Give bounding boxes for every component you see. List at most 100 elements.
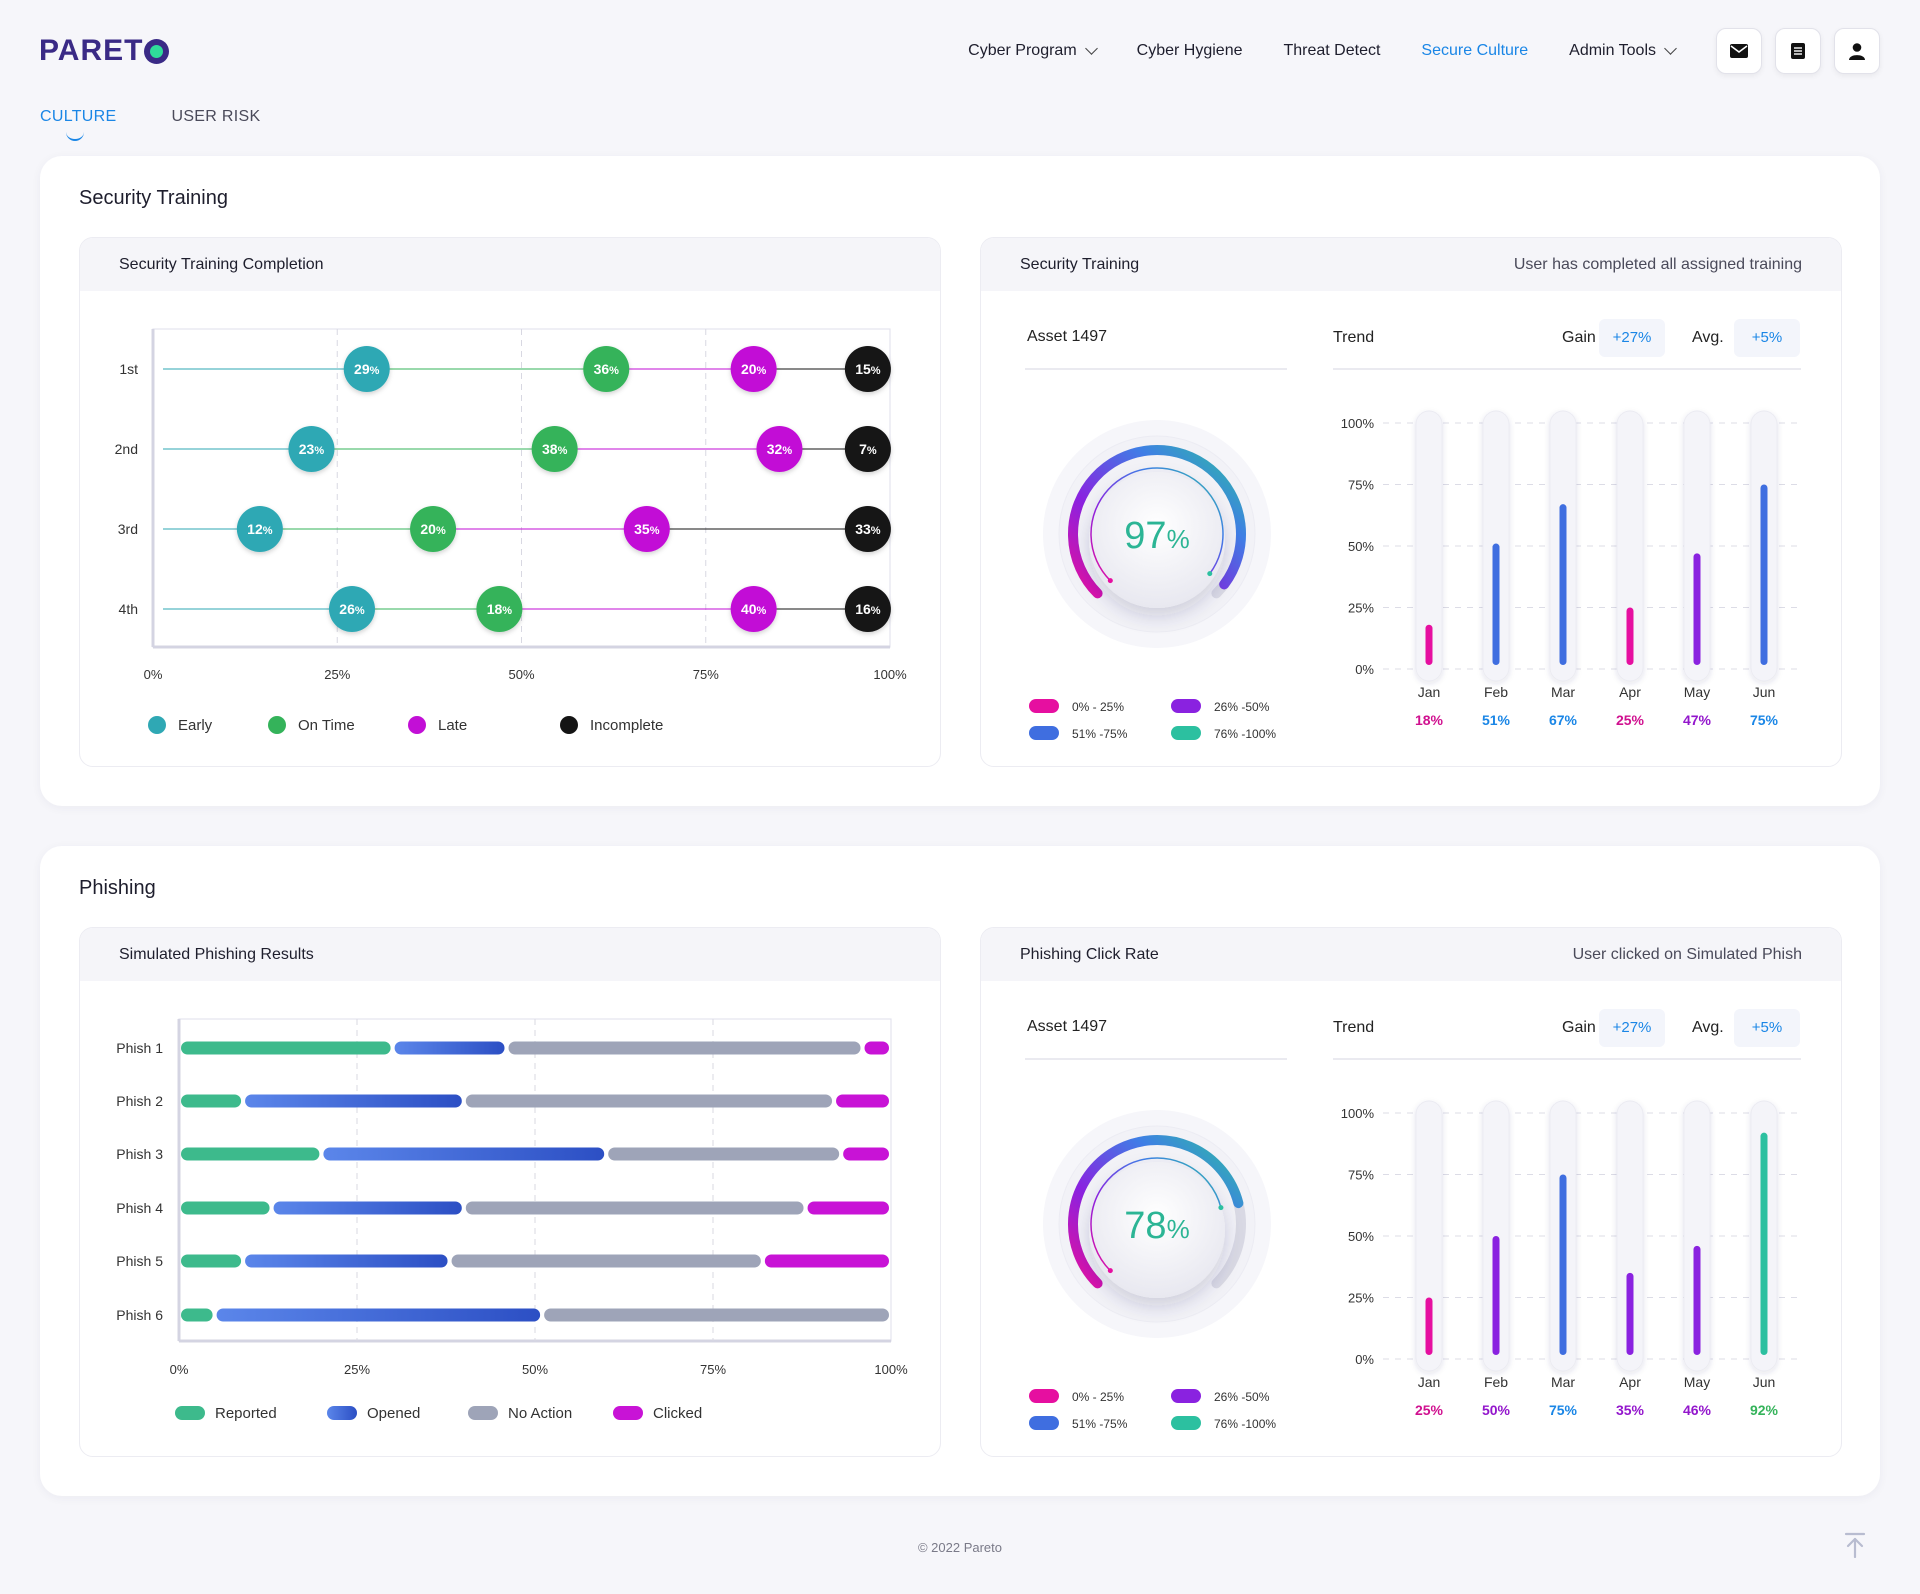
trend-bar: [1559, 504, 1567, 665]
y-tick-label: 50%: [1348, 1229, 1374, 1244]
avg-label: Avg.: [1692, 329, 1724, 346]
nav-cyber-hygiene[interactable]: Cyber Hygiene: [1137, 42, 1243, 60]
legend-label: Reported: [215, 1405, 277, 1422]
y-tick-label: Phish 1: [116, 1040, 163, 1056]
legend-label: 26% -50%: [1214, 700, 1270, 714]
tab-user-risk[interactable]: USER RISK: [171, 108, 261, 125]
card-title: Security Training: [1020, 255, 1140, 273]
gain-label: Gain: [1562, 329, 1596, 346]
card-title: Security Training Completion: [119, 255, 324, 273]
dot-incomplete: [844, 506, 891, 552]
y-tick-label: 4th: [119, 601, 138, 617]
top-bar: PARET Cyber Program Cyber Hygiene Threat…: [0, 0, 1920, 104]
dot-label: 38%: [542, 441, 568, 457]
nav-admin-tools[interactable]: Admin Tools: [1569, 42, 1677, 60]
footer-copyright: © 2022 Pareto: [917, 1540, 1003, 1555]
dot-on-time: [410, 506, 457, 552]
bar-segment-reported: [181, 1308, 213, 1322]
dot-on-time: [476, 586, 523, 632]
dot-label: 33%: [855, 521, 881, 537]
tab-culture[interactable]: CULTURE: [40, 108, 117, 141]
avg-label: Avg.: [1692, 1019, 1724, 1036]
y-tick-label: 75%: [1348, 478, 1374, 493]
gauge-inner-arc: [1090, 1157, 1222, 1272]
training-completion-chart: 0% 25% 50% 75% 100% 1st 29% 36% 20% 15% 2nd 23% 38% 3…: [115, 328, 907, 734]
trend-bar: [1693, 553, 1701, 665]
document-button[interactable]: [1775, 28, 1821, 74]
gauge-value: 97%: [1124, 515, 1189, 557]
trend-bar: [1425, 624, 1433, 665]
chevron-down-icon: [1084, 42, 1098, 55]
gauge-start-dot: [1107, 578, 1113, 584]
x-tick-label: 75%: [700, 1362, 726, 1377]
bar-segment-opened: [216, 1308, 541, 1322]
nav-threat-detect[interactable]: Threat Detect: [1283, 42, 1380, 60]
nav-label: Secure Culture: [1421, 42, 1529, 59]
main-nav: Cyber Program Cyber Hygiene Threat Detec…: [968, 42, 1677, 60]
nav-label: Threat Detect: [1283, 42, 1381, 59]
trend-bar-track: [1616, 410, 1644, 682]
pareto-logo[interactable]: PARET: [39, 34, 170, 68]
gauge-inner-arc: [1090, 467, 1224, 582]
bar-segment-clicked: [764, 1254, 889, 1268]
trend-bar-track: [1683, 1100, 1711, 1372]
legend-label: 51% -75%: [1072, 727, 1128, 741]
x-tick-label: 50%: [508, 667, 534, 682]
avg-pill: [1734, 319, 1800, 357]
x-tick-label: 75%: [693, 667, 719, 682]
bar-value-label: 51%: [1482, 712, 1511, 728]
x-tick-label: 0%: [144, 667, 163, 682]
bar-segment-no-action: [608, 1147, 840, 1161]
dot-early: [288, 426, 335, 472]
gauge-value: 78%: [1124, 1205, 1189, 1247]
trend-bar-track: [1683, 410, 1711, 682]
legend-swatch: [148, 716, 166, 734]
bar-segment-no-action: [508, 1041, 861, 1055]
avg-value: +5%: [1752, 1019, 1782, 1036]
gauge-knob: [1089, 1162, 1225, 1298]
user-button[interactable]: [1834, 28, 1880, 74]
trend-bar: [1559, 1174, 1567, 1355]
gain-pill: [1599, 319, 1665, 357]
security-training-section: Security Training Security Training Comp…: [40, 156, 1880, 806]
dot-label: 35%: [634, 521, 660, 537]
bar-segment-opened: [394, 1041, 505, 1055]
dot-early: [328, 586, 375, 632]
nav-secure-culture[interactable]: Secure Culture: [1421, 42, 1528, 60]
y-tick-label: 100%: [1341, 416, 1375, 431]
legend-swatch: [1029, 726, 1059, 740]
scroll-to-top-button[interactable]: [1844, 1532, 1866, 1563]
legend-swatch: [268, 716, 286, 734]
dot-early: [343, 346, 390, 392]
x-tick-label: 0%: [170, 1362, 189, 1377]
bar-value-label: 46%: [1683, 1402, 1712, 1418]
y-tick-label: Phish 6: [116, 1307, 163, 1323]
x-tick-label: Mar: [1551, 684, 1575, 700]
dot-incomplete: [844, 346, 891, 392]
legend-swatch: [560, 716, 578, 734]
bar-segment-clicked: [807, 1201, 889, 1215]
nav-cyber-program[interactable]: Cyber Program: [968, 42, 1098, 60]
card-header: Simulated Phishing Results: [80, 928, 940, 981]
x-tick-label: 100%: [873, 667, 907, 682]
card-title: Phishing Click Rate: [1020, 945, 1159, 963]
bar-segment-no-action: [465, 1201, 804, 1215]
legend-swatch: [175, 1406, 205, 1420]
trend-bar: [1425, 1297, 1433, 1355]
x-tick-label: 25%: [324, 667, 350, 682]
asset-label: Asset 1497: [1027, 328, 1107, 345]
trend-bar-track: [1415, 1100, 1443, 1372]
legend-label: Opened: [367, 1405, 420, 1422]
dot-label: 16%: [855, 601, 881, 617]
mail-button[interactable]: [1716, 28, 1762, 74]
x-tick-label: Jun: [1753, 684, 1776, 700]
nav-label: Cyber Hygiene: [1136, 42, 1243, 59]
x-tick-label: Jan: [1418, 1374, 1441, 1390]
dot-late: [730, 586, 777, 632]
legend-label: Late: [438, 717, 467, 734]
y-tick-label: Phish 2: [116, 1093, 163, 1109]
y-tick-label: Phish 4: [116, 1200, 163, 1216]
card-header: Security Training Completion: [80, 238, 940, 291]
y-tick-label: 25%: [1348, 601, 1374, 616]
legend-label: 0% - 25%: [1072, 700, 1124, 714]
